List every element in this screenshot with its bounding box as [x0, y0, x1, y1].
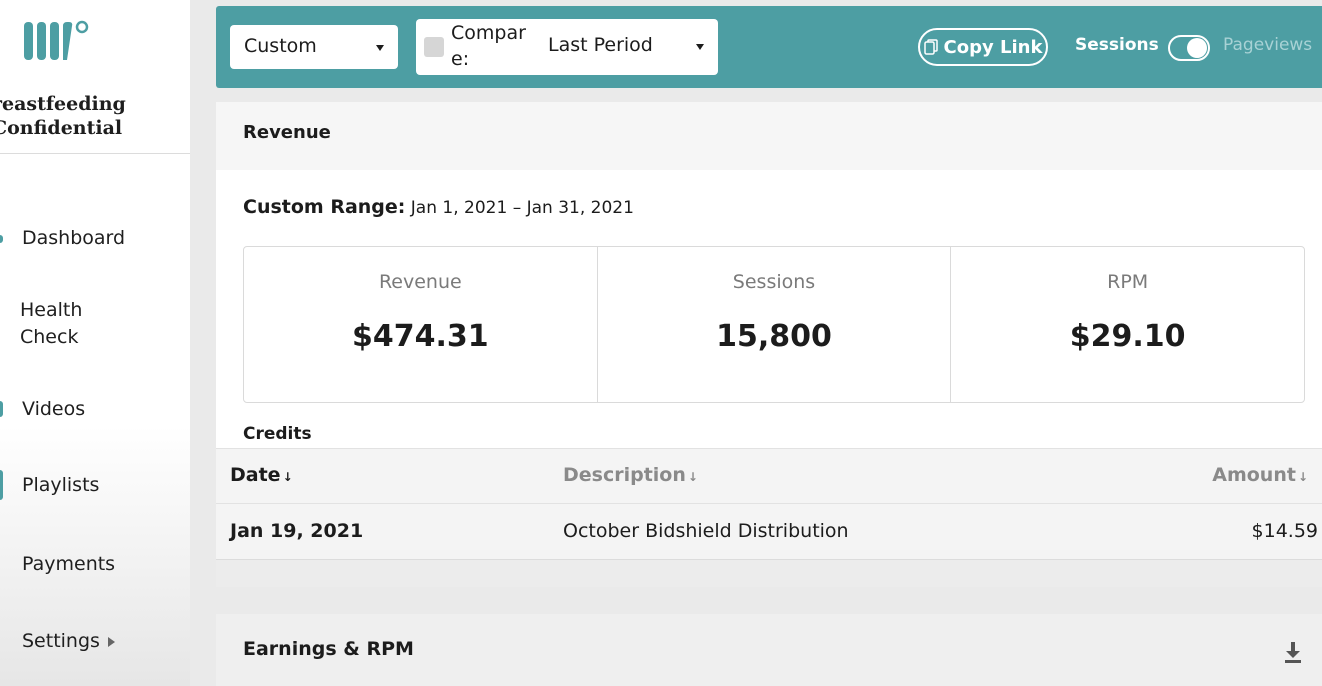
- column-label: Date: [230, 464, 281, 486]
- earnings-card: Earnings & RPM: [216, 614, 1322, 686]
- sidebar-item-label: Playlists: [22, 474, 100, 496]
- metric-label: Revenue: [378, 271, 462, 293]
- chevron-down-icon: [696, 44, 704, 50]
- revenue-card: Revenue Custom Range: Jan 1, 2021 – Jan …: [216, 102, 1322, 587]
- active-marker: [0, 235, 3, 243]
- custom-range-label: Custom Range:: [243, 196, 406, 218]
- cell-date: Jan 19, 2021: [230, 520, 364, 542]
- column-label: Amount: [1212, 464, 1296, 486]
- videos-marker: [0, 401, 3, 417]
- custom-range: Custom Range: Jan 1, 2021 – Jan 31, 2021: [243, 196, 634, 218]
- compare-label: Compare:: [451, 22, 526, 70]
- revenue-card-footer: [216, 560, 1322, 587]
- caret-right-icon: [107, 636, 115, 647]
- toggle-sessions-label[interactable]: Sessions: [1075, 35, 1159, 55]
- playlists-marker: [0, 470, 3, 500]
- filter-toolbar: Custom Compare: Last Period Copy Link Se…: [216, 6, 1322, 88]
- compare-checkbox[interactable]: [424, 37, 444, 57]
- sidebar-item-label: Payments: [22, 553, 116, 575]
- date-range-select[interactable]: Custom: [230, 25, 398, 69]
- brand-line-1: reastfeeding: [0, 93, 126, 115]
- sidebar-item-label: Videos: [22, 398, 86, 420]
- credits-table-header: Date ↓ Description ↓ Amount ↓: [216, 448, 1322, 504]
- logo-icon[interactable]: [22, 16, 92, 66]
- column-header-description[interactable]: Description ↓: [563, 464, 698, 486]
- metric-value: $474.31: [352, 319, 489, 354]
- cell-amount: $14.59: [1251, 520, 1318, 542]
- credits-title: Credits: [243, 424, 312, 444]
- sidebar: reastfeeding Confidential Dashboard Heal…: [0, 0, 190, 686]
- sort-arrow-icon: ↓: [687, 470, 698, 484]
- metrics-panel: Revenue $474.31 Sessions 15,800 RPM $29.…: [243, 246, 1305, 403]
- toggle-pageviews-label[interactable]: Pageviews: [1223, 35, 1313, 55]
- sort-arrow-icon: ↓: [282, 470, 293, 484]
- sidebar-divider: [0, 153, 190, 154]
- revenue-title: Revenue: [243, 122, 331, 143]
- brand-line-2: Confidential: [0, 117, 123, 139]
- copy-link-button[interactable]: Copy Link: [918, 28, 1048, 66]
- column-header-date[interactable]: Date ↓: [230, 464, 293, 486]
- column-header-amount[interactable]: Amount ↓: [1212, 464, 1308, 486]
- cell-description: October Bidshield Distribution: [563, 520, 849, 542]
- date-range-value: Custom: [244, 35, 317, 57]
- sidebar-item-label: Dashboard: [22, 227, 126, 249]
- download-icon[interactable]: [1282, 640, 1304, 664]
- compare-select[interactable]: Compare: Last Period: [416, 19, 718, 75]
- copy-icon: [923, 39, 938, 55]
- metric-value: $29.10: [1069, 319, 1186, 354]
- metric-revenue: Revenue $474.31: [244, 247, 598, 402]
- metric-label: Sessions: [732, 271, 816, 293]
- table-row: Jan 19, 2021 October Bidshield Distribut…: [216, 504, 1322, 560]
- metric-sessions: Sessions 15,800: [598, 247, 952, 402]
- compare-value: Last Period: [548, 34, 653, 56]
- metric-rpm: RPM $29.10: [951, 247, 1304, 402]
- copy-link-label: Copy Link: [943, 36, 1043, 58]
- metric-toggle[interactable]: [1168, 35, 1210, 61]
- brand-name: reastfeeding Confidential: [0, 92, 192, 140]
- chevron-down-icon: [376, 45, 384, 51]
- column-label: Description: [563, 464, 686, 486]
- custom-range-value: Jan 1, 2021 – Jan 31, 2021: [410, 198, 634, 218]
- sidebar-item-label: Health Check: [20, 299, 83, 348]
- toggle-knob: [1187, 38, 1207, 58]
- metric-value: 15,800: [716, 319, 832, 354]
- sidebar-item-label: Settings: [22, 630, 100, 652]
- metric-label: RPM: [1107, 271, 1149, 293]
- sort-arrow-icon: ↓: [1297, 470, 1308, 484]
- earnings-title: Earnings & RPM: [243, 638, 414, 660]
- revenue-card-header: Revenue: [216, 102, 1322, 170]
